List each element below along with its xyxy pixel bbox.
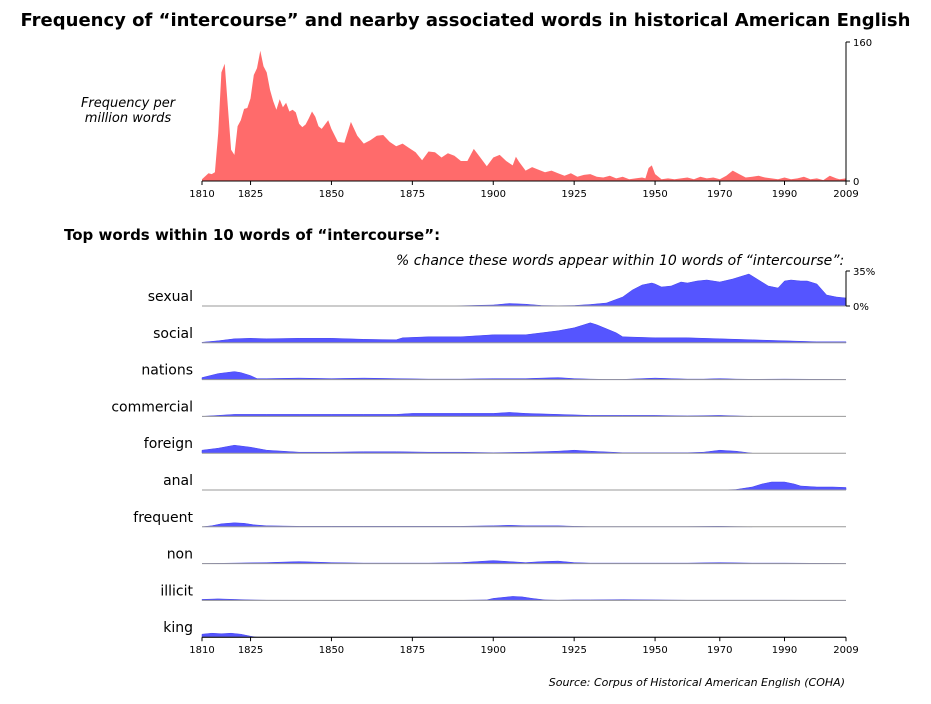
word-row-king: king [163,620,846,638]
word-x-tick-label: 1810 [189,645,214,656]
word-area-anal [202,481,847,491]
word-row-illicit: illicit [160,583,847,601]
word-label-commercial: commercial [111,399,193,415]
word-label-foreign: foreign [144,436,193,452]
word-label-illicit: illicit [160,583,193,599]
word-area-foreign [201,444,753,454]
top-y-tick-label: 160 [853,38,872,49]
word-label-nations: nations [141,363,193,379]
word-x-tick-label: 1950 [642,645,667,656]
word-y-tick-label: 0% [853,302,869,313]
word-area-commercial [201,412,753,417]
word-row-anal: anal [163,473,847,491]
word-area-nations [201,371,847,380]
word-y-tick-label: 35% [853,267,875,278]
word-area-illicit [201,596,847,601]
top-x-tick-label: 1825 [238,189,263,200]
word-label-social: social [153,326,193,342]
word-label-frequent: frequent [133,510,193,526]
top-y-tick-label: 0 [853,177,859,188]
word-x-tick-label: 1970 [707,645,732,656]
word-label-sexual: sexual [148,289,193,305]
word-row-commercial: commercial [111,399,846,417]
frequency-area [202,50,846,182]
top-y-axis-label-line2: million words [84,111,172,126]
top-x-tick-label: 1810 [189,189,214,200]
word-row-foreign: foreign [144,436,846,454]
top-x-tick-label: 1990 [772,189,797,200]
top-x-tick-label: 2009 [833,189,858,200]
word-row-non: non [167,547,847,565]
percent-chance-label: % chance these words appear within 10 wo… [396,253,845,269]
word-row-frequent: frequent [133,510,846,528]
top-x-tick-label: 1850 [319,189,344,200]
frequency-area-chart: 1810 1825 1850 1875 1900 1925 1950 1970 1990 2009… [189,38,872,200]
word-area-frequent [201,522,753,528]
top-x-tick-label: 1900 [481,189,506,200]
word-x-tick-label: 1900 [481,645,506,656]
word-area-king [201,632,846,638]
top-y-axis-label: Frequency per million words [64,96,192,126]
word-chart-title: Top words within 10 words of “intercours… [64,226,441,244]
word-label-non: non [167,547,193,563]
source-note: Source: Corpus of Historical American En… [548,676,845,689]
word-area-social [201,322,847,344]
top-y-axis-label-line1: Frequency per [80,96,176,111]
word-x-tick-label: 1925 [561,645,586,656]
top-x-tick-label: 1970 [707,189,732,200]
word-x-tick-label: 1850 [319,645,344,656]
chart-title: Frequency of “intercourse” and nearby as… [20,10,911,31]
word-x-tick-label: 1875 [400,645,425,656]
word-label-king: king [163,620,193,636]
top-x-tick-label: 1950 [642,189,667,200]
top-x-tick-label: 1875 [400,189,425,200]
word-row-sexual: sexual [148,273,847,307]
word-area-sexual [202,273,847,307]
top-x-tick-label: 1925 [561,189,586,200]
word-x-tick-label: 2009 [833,645,858,656]
word-label-anal: anal [163,473,193,489]
word-x-tick-label: 1990 [772,645,797,656]
word-row-nations: nations [141,363,847,381]
word-x-tick-label: 1825 [238,645,263,656]
word-row-social: social [153,322,847,344]
